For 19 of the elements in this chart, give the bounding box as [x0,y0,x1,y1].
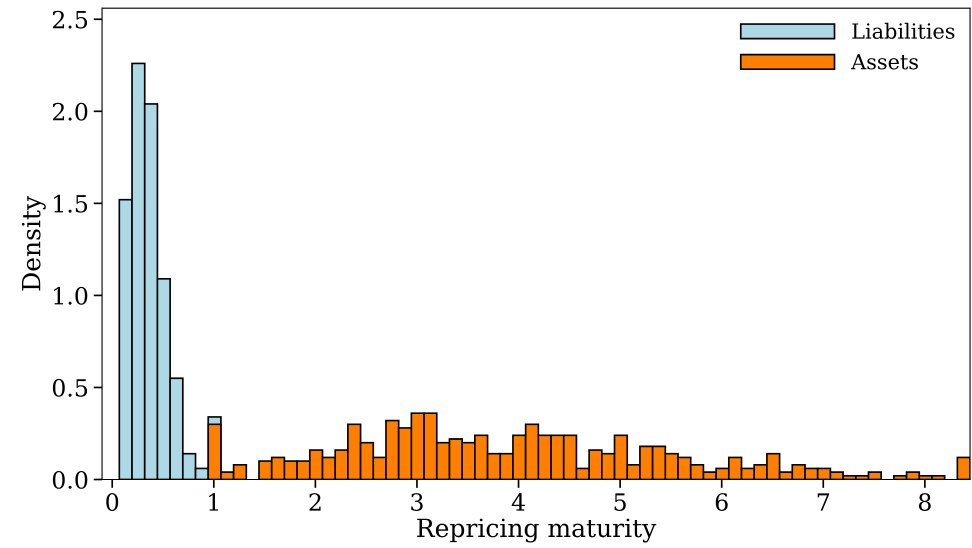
x-tick-label: 7 [818,493,830,511]
x-tick-label: 5 [614,493,626,511]
legend-label: Assets [851,54,918,70]
x-tick-label: 1 [209,493,218,511]
y-tick-label: 0.5 [52,378,88,397]
y-tick-label: 2.5 [52,10,88,29]
y-tick-label: 1.0 [54,286,88,305]
x-axis-title: Repricing maturity [417,518,656,543]
x-tick-label: 6 [716,493,728,511]
x-tick-label: 2 [309,493,321,511]
x-tick-label: 8 [918,493,931,511]
y-axis-title: Density [22,196,46,290]
y-tick-label: 2.0 [52,102,88,121]
x-tick-label: 3 [411,493,423,511]
legend-label: Liabilities [852,22,954,39]
y-tick-label: 1.5 [54,194,88,213]
x-tick-label: 4 [512,493,525,511]
y-tick-label: 0.0 [52,470,88,489]
x-tick-label: 0 [106,493,118,511]
